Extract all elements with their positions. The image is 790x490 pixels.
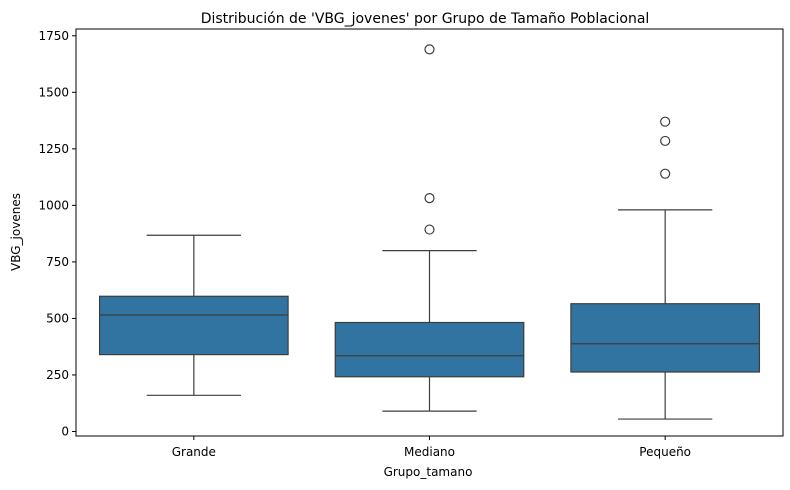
- y-tick-label: 0: [61, 424, 69, 438]
- y-tick-label: 500: [46, 311, 69, 325]
- x-axis: Grande Mediano Pequeño: [172, 436, 691, 459]
- outlier-point: [424, 44, 435, 55]
- x-tick-label: Pequeño: [639, 445, 691, 459]
- outlier-point: [424, 224, 435, 235]
- outlier-point: [660, 168, 671, 179]
- outlier-point: [424, 193, 435, 204]
- x-tick-label: Mediano: [404, 445, 455, 459]
- y-tick-label: 1000: [38, 198, 69, 212]
- iqr-box: [334, 321, 525, 378]
- iqr-box: [570, 303, 761, 373]
- iqr-box: [98, 295, 289, 356]
- box-group-1: [334, 44, 525, 412]
- y-axis-title: VBG_jovenes: [9, 193, 23, 271]
- box-group-2: [570, 116, 761, 420]
- y-tick-label: 750: [46, 255, 69, 269]
- x-axis-title: Grupo_tamano: [384, 465, 473, 479]
- y-tick-label: 250: [46, 368, 69, 382]
- chart-title: Distribución de 'VBG_jovenes' por Grupo …: [201, 11, 650, 27]
- y-tick-label: 1500: [38, 85, 69, 99]
- outlier-point: [660, 135, 671, 147]
- y-axis: 0 250 500 750 1000 1250 1500 1750: [38, 29, 76, 438]
- plot-area: [98, 44, 761, 420]
- y-tick-label: 1750: [38, 29, 69, 43]
- y-tick-label: 1250: [38, 142, 69, 156]
- box-group-0: [98, 234, 289, 396]
- outlier-point: [660, 116, 671, 127]
- x-tick-label: Grande: [172, 445, 216, 459]
